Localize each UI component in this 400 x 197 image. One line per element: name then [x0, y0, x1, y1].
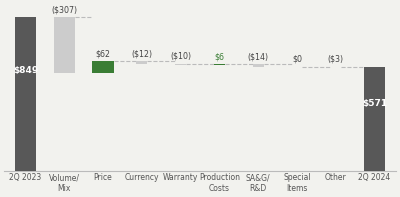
- Text: ($307): ($307): [51, 5, 77, 14]
- Bar: [364, 67, 385, 171]
- Text: $6: $6: [214, 52, 224, 61]
- Bar: [54, 17, 75, 72]
- Text: ($3): ($3): [328, 55, 344, 64]
- Text: $571: $571: [362, 99, 387, 108]
- Text: $849: $849: [13, 66, 38, 75]
- Text: $0: $0: [292, 55, 302, 64]
- Bar: [15, 17, 36, 171]
- Bar: [214, 64, 225, 65]
- Text: $62: $62: [96, 49, 110, 58]
- Text: ($12): ($12): [131, 49, 152, 58]
- Text: ($14): ($14): [248, 52, 269, 61]
- Bar: [175, 64, 186, 65]
- Bar: [136, 61, 147, 64]
- Bar: [92, 61, 114, 72]
- Bar: [253, 64, 264, 67]
- Text: ($10): ($10): [170, 52, 191, 60]
